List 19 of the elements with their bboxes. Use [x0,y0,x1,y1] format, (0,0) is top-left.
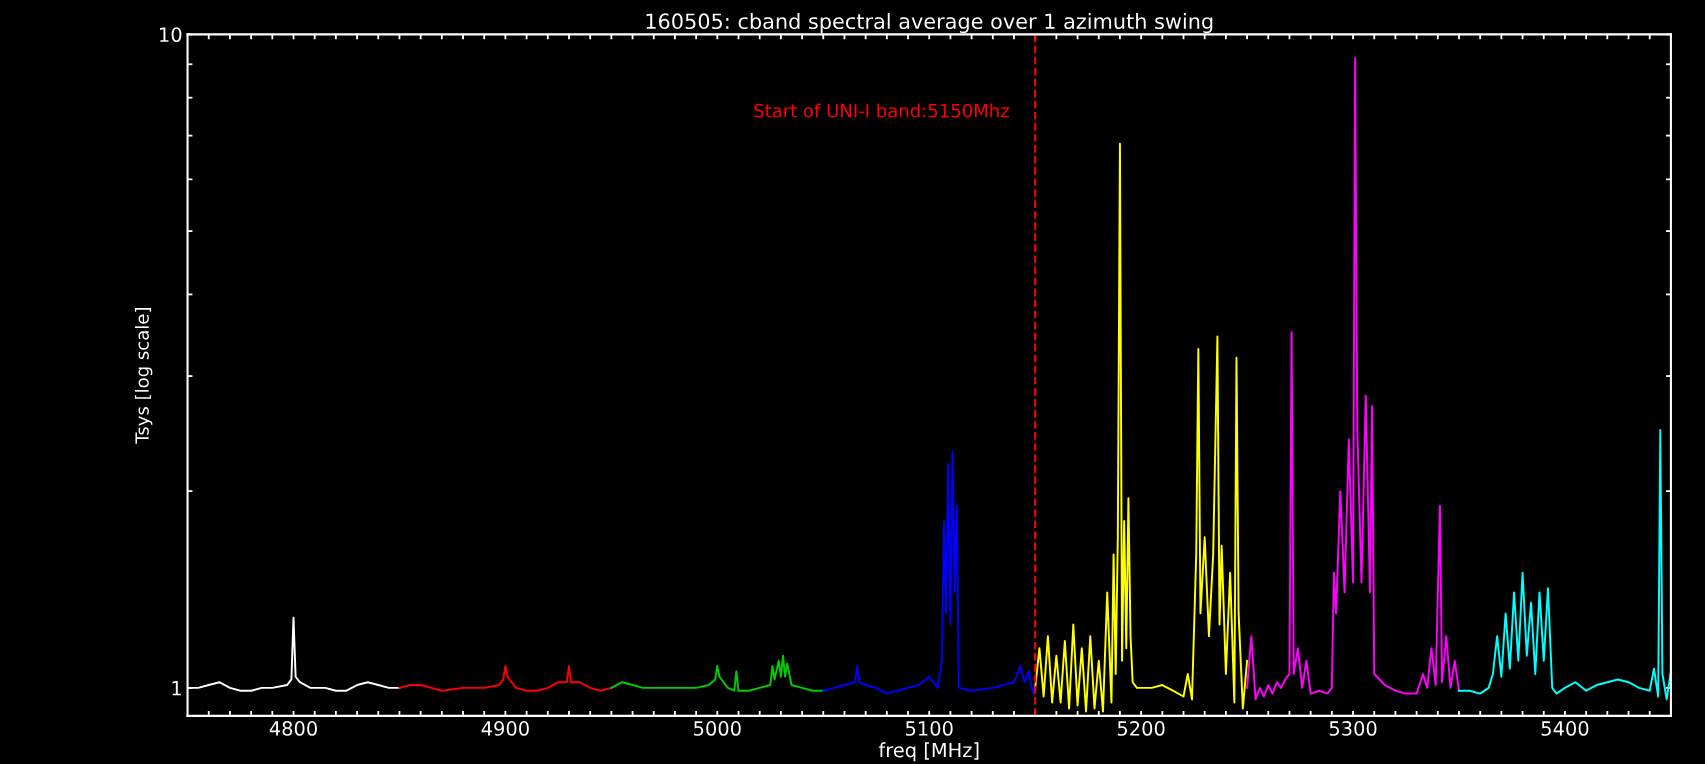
y-axis-title: Tsys [log scale] [134,308,153,444]
line-series [610,654,825,692]
x-tick-label: 5100 [905,721,953,736]
x-axis-title: freq [MHz] [878,742,979,762]
x-tick-label: 5400 [1541,721,1589,736]
line-series [1458,429,1671,701]
line-series [1034,142,1249,713]
x-tick-label: 5200 [1117,721,1165,736]
y-tick-label: 10 [160,27,182,43]
line-series [398,665,613,692]
line-series [1246,57,1460,701]
line-series [822,450,1037,695]
y-tick-label: 1 [172,681,181,696]
x-tick-label: 4800 [269,721,317,736]
x-tick-label: 4900 [481,721,529,736]
x-tick-label: 5300 [1329,721,1377,736]
x-tick-label: 5000 [694,721,741,736]
chart-title: 160505: cband spectral average over 1 azimuth swing [646,12,1213,34]
ref-line-label: Start of UNI-I band:5150Mhz [754,103,1009,118]
